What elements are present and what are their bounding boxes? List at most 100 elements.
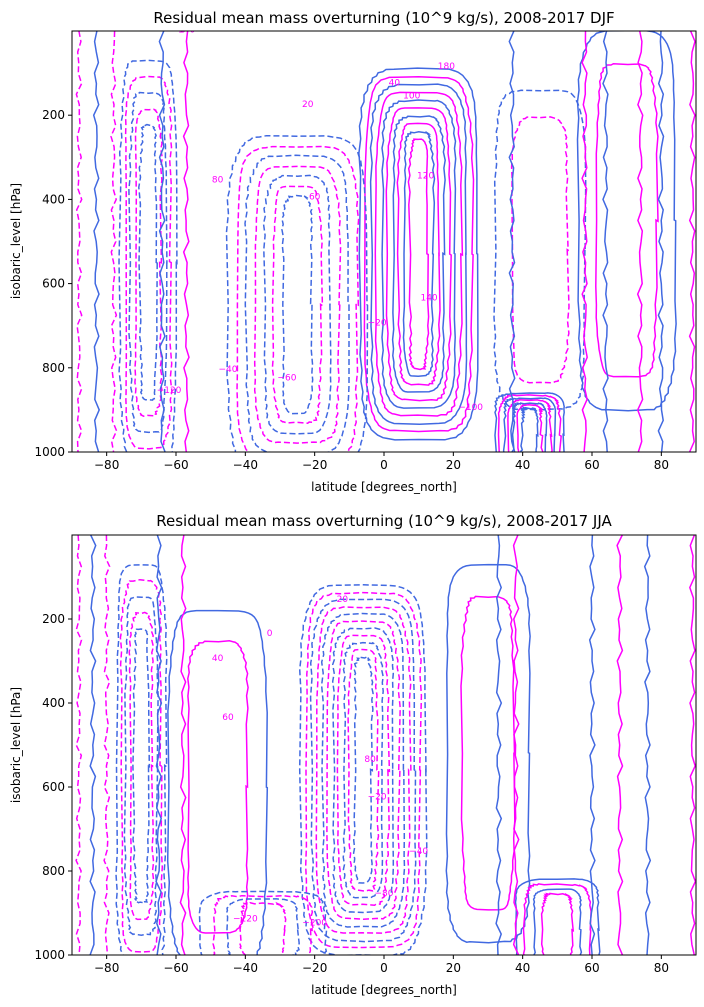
y-tick-label: 200 [42, 612, 65, 626]
contour-line [281, 194, 314, 415]
y-tick-label: 200 [42, 108, 65, 122]
x-tick-label: −80 [94, 458, 119, 472]
contour-line [588, 535, 596, 955]
contour-line [508, 31, 516, 452]
contour-line [336, 634, 391, 906]
contour-line [396, 122, 441, 386]
contour-line [581, 31, 588, 452]
contour-line [688, 535, 696, 955]
contour-line [158, 31, 166, 452]
contour-line [540, 892, 575, 955]
contour-line [187, 640, 249, 934]
contour-line [304, 591, 423, 949]
contour-value-label: −60 [277, 373, 296, 383]
contour-value-label: 0 [267, 629, 273, 639]
contour-value-label: −100 [458, 403, 483, 413]
contour-value-label: 40 [389, 79, 401, 89]
contour-value-label: 100 [403, 91, 420, 101]
y-tick-label: 400 [42, 696, 65, 710]
contour-line [497, 394, 562, 452]
contour-line [138, 123, 158, 401]
x-axis: −80 −60 −40 −20 0 20 40 60 80 [94, 452, 669, 472]
x-tick-label: 60 [584, 961, 599, 975]
y-tick-label: 600 [42, 780, 65, 794]
contour-line [244, 154, 350, 452]
contour-line [576, 31, 677, 412]
x-tick-label: −40 [233, 458, 258, 472]
contour-value-label: 40 [212, 654, 224, 664]
x-tick-label: −40 [233, 961, 258, 975]
contour-line [657, 31, 665, 452]
contour-line [516, 404, 544, 452]
contour-line [445, 563, 531, 944]
contour-value-label: 20 [337, 595, 349, 605]
y-tick-label: 400 [42, 192, 65, 206]
y-axis-label: isobaric_level [hPa] [9, 687, 23, 803]
contour-line [522, 883, 592, 955]
x-tick-label: −60 [163, 961, 188, 975]
contour-line [511, 402, 548, 452]
chart-panel-djf: Residual mean mass overturning (10^9 kg/… [9, 9, 697, 494]
contour-layer: 0 20 40 60 80 100 120 140 180 −20 −40 −60 −100 −120 −1… [75, 26, 696, 452]
contour-line [271, 185, 324, 424]
contour-value-label: −40 [409, 847, 428, 857]
x-tick-label: 60 [584, 458, 599, 472]
y-axis: 200 400 600 800 1000 [34, 612, 72, 962]
contour-value-label: 20 [302, 100, 314, 110]
contour-line [179, 535, 187, 955]
contour-line [331, 627, 395, 914]
contour-line [595, 62, 659, 378]
contour-line [123, 596, 159, 936]
contour-line [225, 134, 369, 452]
contour-line [75, 535, 83, 955]
contour-line [352, 656, 374, 884]
contour-line [128, 91, 168, 434]
contour-value-label: −140 [171, 26, 196, 36]
contour-value-label: −20 [368, 793, 387, 803]
contour-line [519, 406, 539, 452]
contour-line [309, 598, 417, 943]
contour-line [688, 31, 696, 452]
x-tick-label: −20 [302, 458, 327, 472]
x-tick-label: 80 [654, 961, 669, 975]
contour-line [124, 75, 173, 450]
contour-line [110, 31, 118, 452]
contour-line [134, 108, 164, 417]
contour-line [320, 612, 406, 928]
contour-line [381, 99, 457, 409]
contour-line [363, 76, 475, 433]
x-axis: −80 −60 −40 −20 0 20 40 60 80 [94, 955, 669, 975]
chart-title: Residual mean mass overturning (10^9 kg/… [156, 512, 612, 530]
y-tick-label: 800 [42, 361, 65, 375]
contour-line [391, 115, 446, 393]
x-tick-label: 0 [380, 458, 388, 472]
contour-line [374, 91, 464, 417]
contour-line [238, 901, 287, 955]
contour-line [225, 898, 300, 955]
y-axis-label: isobaric_level [hPa] [9, 183, 23, 299]
contour-value-label: −200 [302, 919, 327, 929]
contour-line [92, 31, 101, 452]
contour-line [262, 174, 332, 435]
chart-title: Residual mean mass overturning (10^9 kg/… [153, 9, 614, 27]
contour-line [326, 620, 401, 920]
contour-line [358, 67, 479, 441]
contour-line [495, 535, 503, 955]
contour-value-label: 140 [420, 293, 437, 303]
contour-value-label: −40 [219, 365, 238, 375]
contour-line [89, 535, 97, 955]
x-tick-label: 20 [446, 458, 461, 472]
x-tick-label: 0 [380, 961, 388, 975]
contour-line [407, 138, 430, 371]
contour-line [512, 535, 520, 955]
contour-line [347, 648, 380, 892]
contour-line [342, 641, 384, 899]
contour-line [236, 145, 360, 452]
contour-line [510, 116, 570, 384]
contour-line [182, 31, 190, 452]
chart-panel-jja: Residual mean mass overturning (10^9 kg/… [9, 512, 697, 997]
contour-value-label: −80 [375, 889, 394, 899]
contour-value-label: −120 [157, 386, 182, 396]
y-axis: 200 400 600 800 1000 [34, 108, 72, 459]
contour-line [602, 31, 609, 452]
